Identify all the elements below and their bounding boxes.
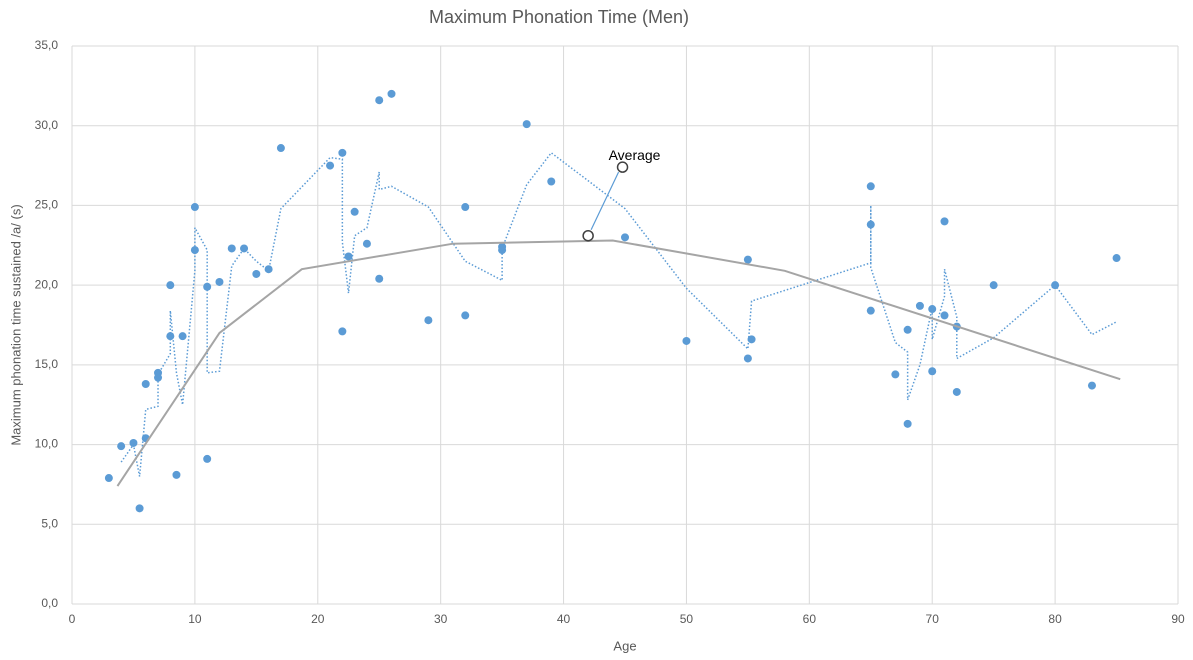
data-point <box>190 203 199 212</box>
data-point <box>903 325 912 334</box>
x-tick-label: 10 <box>188 612 202 626</box>
x-tick-label: 60 <box>803 612 817 626</box>
x-axis-title: Age <box>613 638 636 653</box>
y-tick-label: 25,0 <box>35 198 59 212</box>
x-tick-label: 80 <box>1048 612 1062 626</box>
data-point <box>129 438 138 447</box>
data-point <box>424 316 433 325</box>
x-tick-label: 40 <box>557 612 571 626</box>
data-point <box>1112 254 1121 263</box>
x-tick-label: 50 <box>680 612 694 626</box>
data-point <box>743 255 752 264</box>
y-axis-title: Maximum phonation time sustained /a/ (s) <box>8 204 23 445</box>
y-tick-label: 5,0 <box>41 516 58 530</box>
data-point <box>135 504 144 513</box>
data-point <box>178 332 187 341</box>
annotation-target <box>582 229 594 242</box>
data-point <box>547 177 556 186</box>
data-point <box>952 387 961 396</box>
data-point <box>940 311 949 320</box>
x-tick-label: 20 <box>311 612 325 626</box>
y-tick-label: 20,0 <box>35 277 59 291</box>
data-point <box>682 336 691 345</box>
data-point <box>747 335 756 344</box>
y-tick-label: 35,0 <box>35 38 59 52</box>
data-point <box>203 454 212 463</box>
data-point <box>621 233 629 242</box>
data-point <box>891 370 900 379</box>
annotation-arrow <box>590 171 620 230</box>
x-tick-label: 90 <box>1171 612 1185 626</box>
data-point <box>928 305 937 314</box>
data-point <box>989 281 998 290</box>
data-point <box>866 182 875 191</box>
data-point <box>141 379 150 388</box>
y-tick-label: 10,0 <box>35 437 59 451</box>
x-tick-label: 70 <box>926 612 940 626</box>
annotation-label: Average <box>609 147 661 163</box>
y-tick-label: 0,0 <box>41 596 58 610</box>
x-tick-label: 0 <box>69 612 76 626</box>
data-point <box>928 367 937 376</box>
data-point <box>344 252 353 261</box>
data-point <box>338 327 347 336</box>
data-point <box>326 161 335 170</box>
data-point <box>350 207 359 216</box>
data-point <box>338 148 347 157</box>
data-point <box>461 203 470 212</box>
data-point <box>743 354 752 363</box>
data-point <box>104 474 113 483</box>
moving-average-line <box>120 151 1117 477</box>
data-point <box>940 217 949 226</box>
annotation-point <box>616 161 629 173</box>
trend-line <box>116 239 1121 487</box>
data-point <box>154 373 163 382</box>
data-point <box>1087 381 1096 390</box>
y-tick-label: 15,0 <box>35 357 59 371</box>
data-point <box>375 96 384 105</box>
data-point <box>375 274 384 283</box>
data-point <box>522 120 531 129</box>
data-point <box>903 419 912 428</box>
data-point <box>166 281 175 290</box>
data-point <box>362 239 371 248</box>
data-point <box>276 144 285 153</box>
data-point <box>387 89 396 98</box>
data-point <box>240 244 249 253</box>
data-point <box>227 244 236 253</box>
x-tick-label: 30 <box>434 612 448 626</box>
data-point <box>264 265 273 274</box>
data-point <box>117 442 126 451</box>
data-point <box>215 277 224 286</box>
data-point <box>866 306 875 315</box>
y-tick-label: 30,0 <box>35 118 59 132</box>
data-point <box>461 311 470 320</box>
chart-title: Maximum Phonation Time (Men) <box>429 7 689 27</box>
data-point <box>915 301 924 310</box>
data-point <box>172 470 181 479</box>
data-point <box>252 269 261 278</box>
